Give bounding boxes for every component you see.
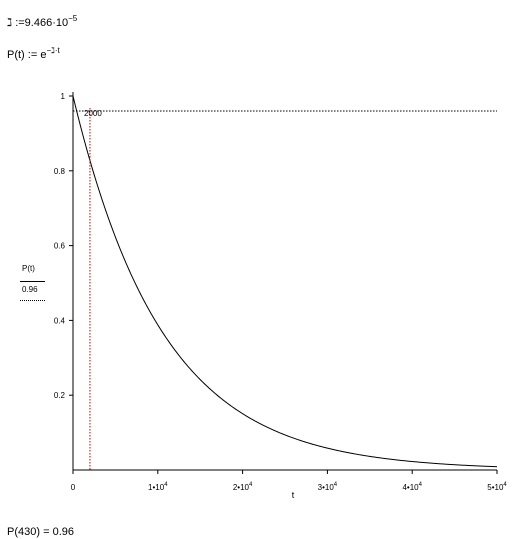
- decay-curve: [72, 95, 498, 468]
- plot-marks: [72, 95, 498, 470]
- x-tick-label: 3•104: [318, 482, 338, 492]
- x-tick-label: 2•104: [233, 482, 253, 492]
- marker-label: 2000: [84, 109, 102, 118]
- legend-entry-p: P(t): [22, 264, 35, 273]
- y-tick-label: 0.8: [54, 167, 66, 176]
- x-tick-label: 0: [71, 483, 76, 492]
- x-tick-label: 4•104: [402, 482, 422, 492]
- y-tick-label: 0.6: [54, 242, 66, 251]
- p-function-exponent: −ℷ·t: [46, 46, 60, 55]
- x-tick-label: 1•104: [148, 482, 168, 492]
- result-equals: =: [43, 526, 50, 538]
- lambda-definition[interactable]: ℷ :=9.466·10−5: [7, 14, 77, 29]
- result-value: 0.96: [52, 526, 75, 538]
- lambda-exponent: −5: [68, 14, 78, 23]
- y-tick-label: 0.2: [54, 391, 66, 400]
- p-function-base: e: [40, 49, 47, 61]
- x-tick-label: 5•104: [487, 482, 507, 492]
- plot-axes: [72, 92, 497, 471]
- lambda-mantissa: 9.466·10: [24, 17, 69, 29]
- result-expression[interactable]: P(430) = 0.96: [7, 526, 74, 538]
- y-tick-label: 1: [61, 92, 66, 101]
- legend-swatch-dotted: [20, 300, 45, 301]
- y-tick-label: 0.4: [54, 316, 66, 325]
- p-function-definition[interactable]: P(t) := e−ℷ·t: [7, 46, 60, 61]
- legend-swatch-solid: [20, 281, 45, 282]
- result-lhs: P(430): [7, 526, 41, 538]
- legend-label-threshold: 0.96: [22, 285, 38, 294]
- plot-ticks: 0.2 0.4 0.6 0.8 1 0 1•104 2•104 3•104 4•104 5•104: [54, 92, 508, 492]
- assign-operator: :=: [27, 49, 38, 61]
- lambda-symbol: ℷ: [7, 17, 13, 29]
- p-function-lhs: P(t): [7, 49, 25, 61]
- legend-label-p: P(t): [22, 264, 35, 273]
- legend-entry-threshold: 0.96: [22, 285, 38, 294]
- x-axis-label: t: [292, 490, 295, 500]
- assign-operator: :=: [15, 17, 25, 29]
